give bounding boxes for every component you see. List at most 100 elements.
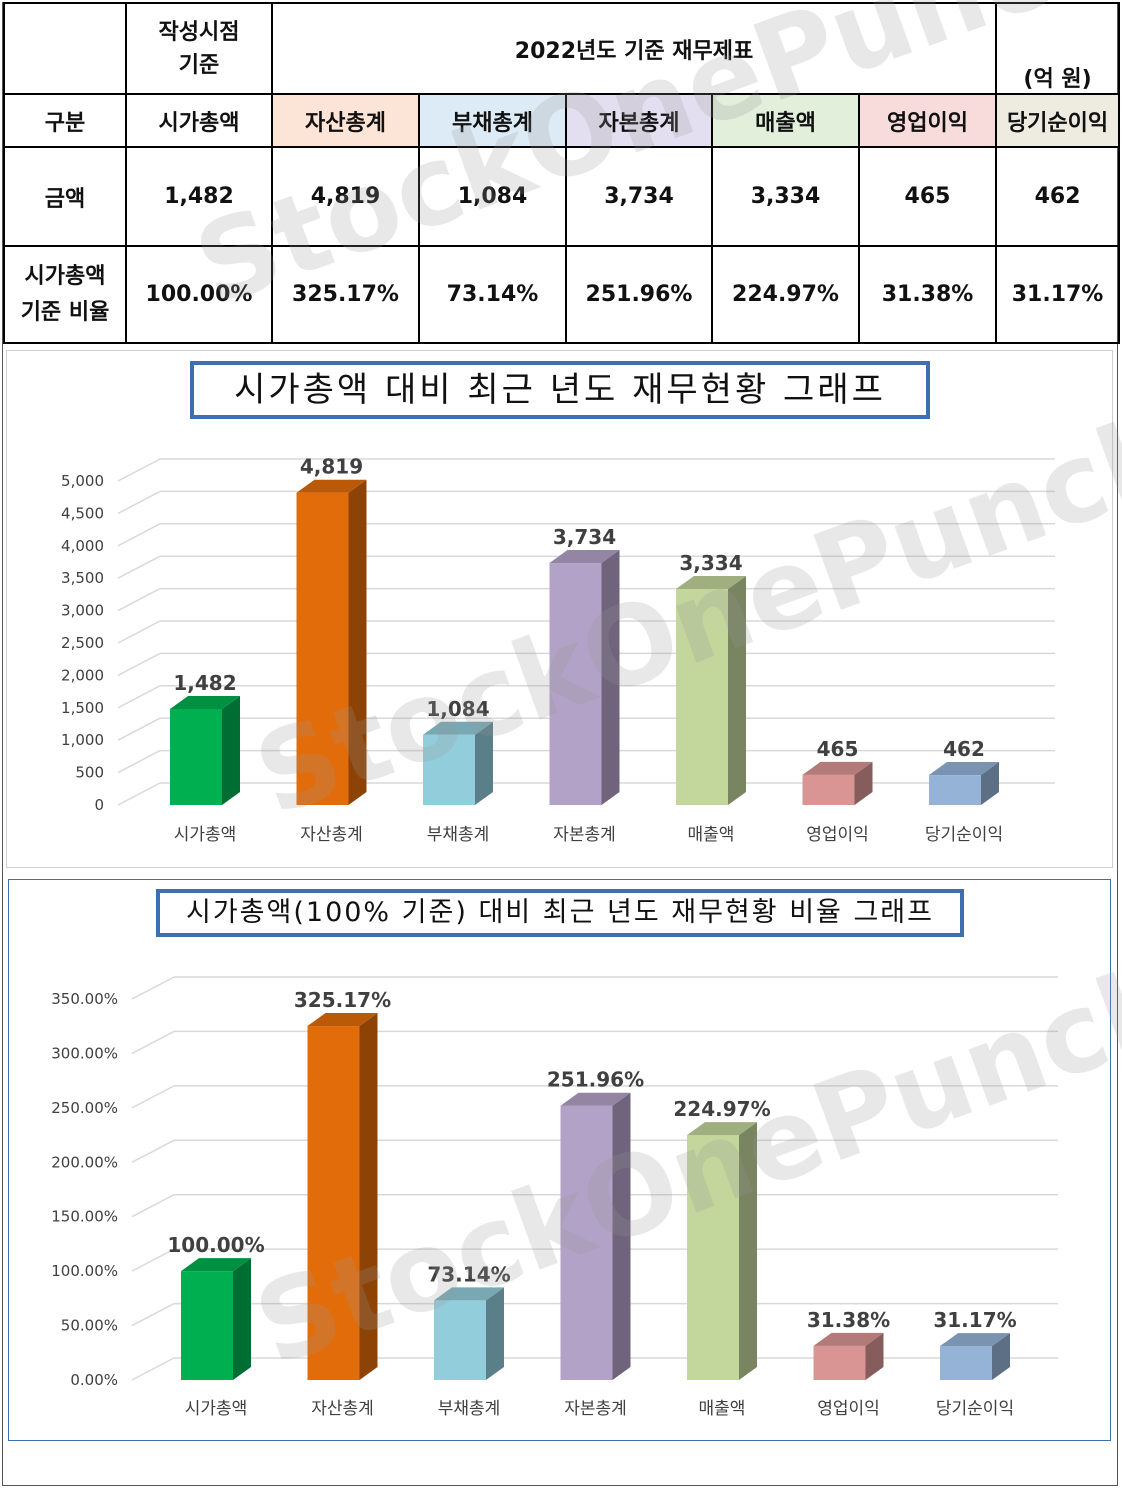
bar-front (549, 563, 602, 805)
bar-side (728, 575, 746, 805)
amount-cell: 3,734 (565, 146, 713, 247)
bar-top (307, 1013, 378, 1027)
bar-top (549, 550, 620, 564)
y-tick-label: 50.00% (61, 1317, 118, 1335)
bar-top (813, 1332, 884, 1346)
y-tick-label: 1,000 (61, 731, 104, 749)
category-label: 영업이익 (806, 825, 869, 845)
bar-front (802, 774, 855, 805)
data-label: 1,084 (426, 697, 489, 721)
amount-cell: 4,819 (271, 146, 420, 247)
bar-side (486, 1287, 504, 1380)
data-label: 100.00% (167, 1233, 264, 1257)
category-label: 자본총계 (553, 825, 616, 845)
gridline (117, 620, 161, 644)
ratio-cell: 31.38% (857, 245, 998, 344)
header-cell: 자본총계 (565, 93, 713, 148)
bar-side (981, 762, 999, 805)
y-tick-label: 200.00% (51, 1153, 118, 1171)
y-tick-label: 2,000 (61, 666, 104, 684)
ratio-cell: 251.96% (565, 245, 713, 344)
gridline (117, 717, 161, 741)
bar-side (992, 1333, 1010, 1380)
gridline (117, 555, 161, 579)
bar-top (560, 1092, 631, 1106)
data-label: 31.17% (933, 1308, 1016, 1332)
y-tick-label: 250.00% (51, 1099, 118, 1117)
y-tick-label: 500 (75, 764, 104, 782)
gridline (117, 685, 161, 709)
ratio-cell: 31.17% (995, 245, 1121, 344)
bar-front (307, 1026, 360, 1380)
data-label: 325.17% (294, 988, 391, 1012)
y-tick-label: 3,000 (61, 602, 104, 620)
bar-front (929, 775, 981, 805)
category-label: 자본총계 (564, 1399, 627, 1419)
unit-label: (억 원) (995, 2, 1121, 95)
bar-front (181, 1271, 233, 1380)
bar-top (296, 479, 367, 493)
data-label: 73.14% (427, 1262, 510, 1286)
category-label: 시가총액 (185, 1399, 248, 1419)
amount-cell: 3,334 (711, 146, 860, 247)
category-label: 부채총계 (427, 825, 490, 845)
gridline (131, 1357, 175, 1381)
y-tick-label: 4,000 (61, 537, 104, 555)
header-cell: 구분 (3, 93, 127, 148)
bar-front (813, 1345, 866, 1380)
category-label: 시가총액 (174, 825, 237, 845)
amount-row-label: 금액 (3, 146, 127, 247)
gridline (131, 1194, 175, 1218)
table-header-row: 구분 시가총액 자산총계 부채총계 자본총계 매출액 영업이익 당기순이익 (3, 93, 1121, 148)
header-cell: 시가총액 (125, 93, 273, 148)
y-tick-label: 3,500 (61, 569, 104, 587)
ratio-cell: 73.14% (418, 245, 567, 344)
bar-front (296, 492, 349, 805)
bar-side (865, 1332, 884, 1380)
category-label: 부채총계 (438, 1399, 501, 1419)
bar-top (929, 762, 999, 776)
gridline (131, 1085, 175, 1109)
bar-side (359, 1013, 378, 1380)
y-tick-label: 4,500 (61, 504, 104, 522)
table-title-row: 작성시점 기준 2022년도 기준 재무제표 (억 원) (3, 2, 1121, 95)
amount-cell: 462 (995, 146, 1121, 247)
bar-top (687, 1122, 757, 1136)
financial-table: 작성시점 기준 2022년도 기준 재무제표 (억 원) 구분 시가총액 자산총… (3, 2, 1121, 344)
amount-cell: 1,482 (125, 146, 273, 247)
basis-label: 작성시점 기준 (125, 2, 273, 95)
bar-top (676, 575, 746, 589)
y-tick-label: 300.00% (51, 1044, 118, 1062)
bar-front (560, 1105, 613, 1380)
y-tick-label: 0 (94, 796, 104, 814)
amount-chart-title: 시가총액 대비 최근 년도 재무현황 그래프 (190, 361, 930, 419)
header-cell: 당기순이익 (995, 93, 1121, 148)
bar-side (601, 550, 620, 805)
y-tick-label: 0.00% (70, 1371, 118, 1389)
category-label: 자산총계 (300, 825, 363, 845)
category-label: 당기순이익 (925, 825, 1003, 845)
data-label: 465 (817, 737, 859, 761)
data-label: 3,334 (679, 551, 742, 575)
bar-top (170, 695, 240, 709)
bar-top (802, 761, 873, 775)
ratio-cell: 224.97% (711, 245, 860, 344)
category-label: 영업이익 (817, 1399, 880, 1419)
empty-cell (3, 2, 127, 95)
gridline (131, 1248, 175, 1272)
gridline (131, 1030, 175, 1055)
bar-front (423, 734, 475, 805)
category-label: 당기순이익 (936, 1399, 1014, 1419)
data-label: 251.96% (547, 1068, 644, 1092)
y-tick-label: 150.00% (51, 1208, 118, 1226)
data-label: 224.97% (673, 1097, 770, 1121)
data-label: 31.38% (807, 1308, 890, 1332)
data-label: 462 (943, 737, 985, 761)
amount-cell: 465 (857, 146, 998, 247)
ratio-cell: 100.00% (125, 245, 273, 344)
category-label: 자산총계 (311, 1399, 374, 1419)
gridline (117, 458, 161, 482)
ratio-cell: 325.17% (271, 245, 420, 344)
gridline (131, 976, 175, 1000)
